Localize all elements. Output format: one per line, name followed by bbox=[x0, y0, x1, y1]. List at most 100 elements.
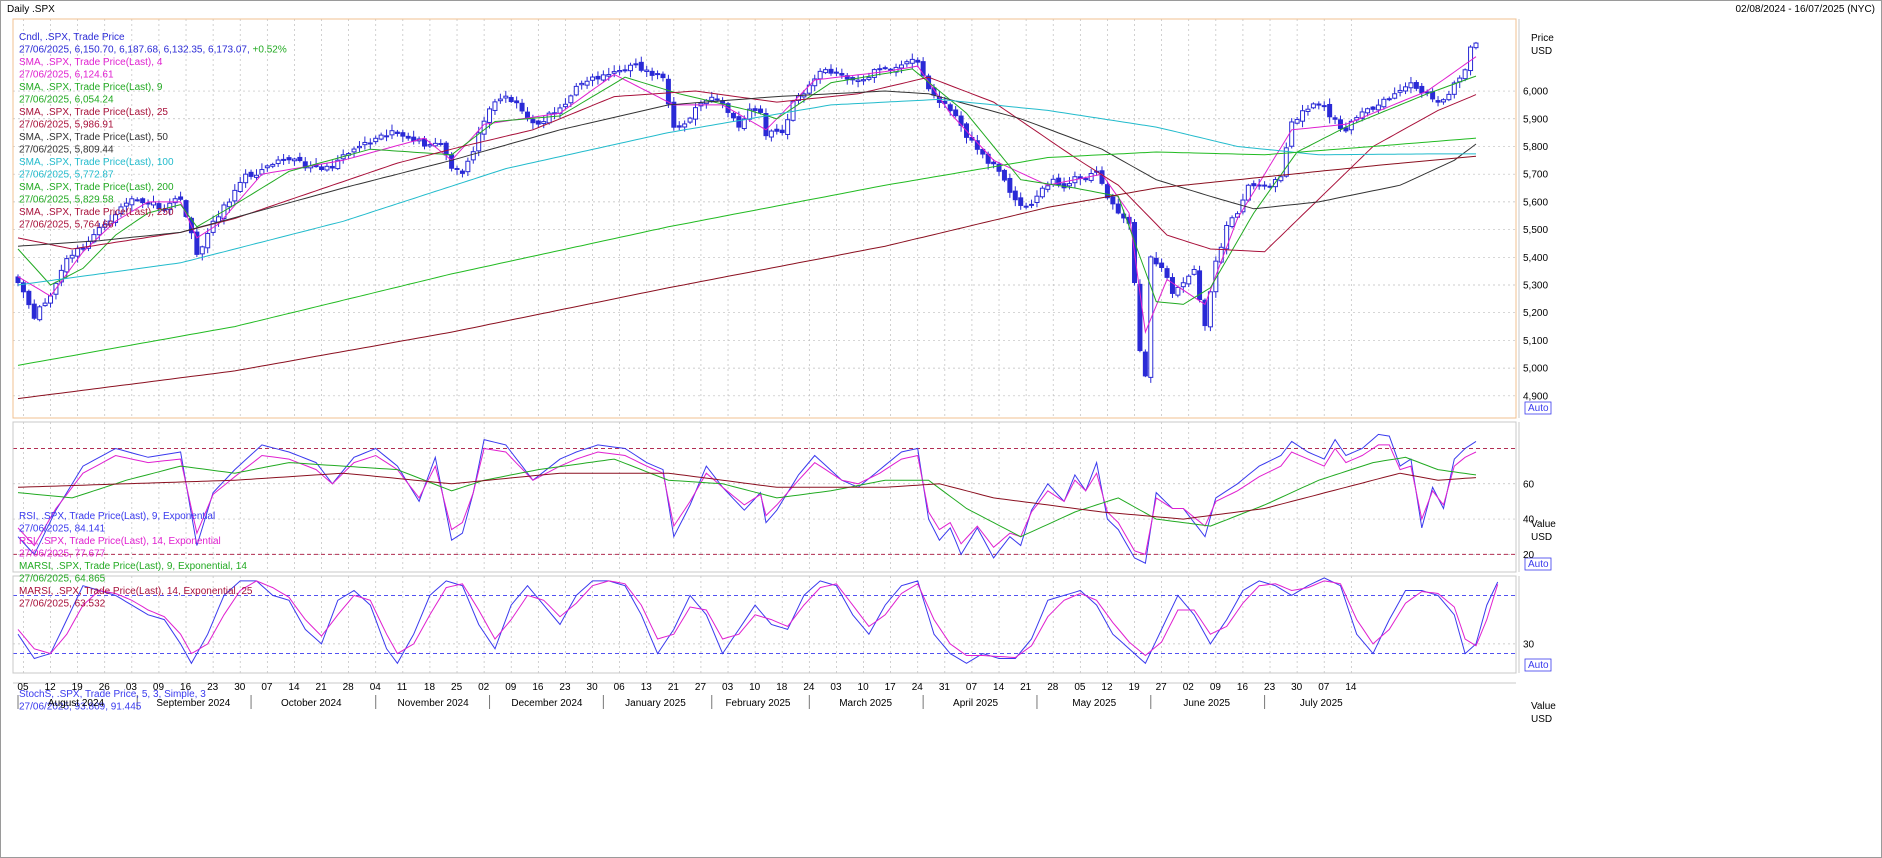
candle-body bbox=[1321, 105, 1327, 108]
x-month-label: May 2025 bbox=[1072, 698, 1116, 709]
candle-body bbox=[1153, 257, 1159, 265]
candle-body bbox=[817, 70, 823, 80]
x-day-tick-label: 16 bbox=[532, 682, 544, 693]
x-day-tick-label: 07 bbox=[1318, 682, 1330, 693]
candle-body bbox=[1039, 187, 1045, 198]
candle-body bbox=[1137, 283, 1143, 352]
candle-body bbox=[226, 201, 232, 208]
candle-body bbox=[1197, 270, 1203, 301]
sma-line bbox=[17, 68, 1477, 305]
price-axis-unit: USD bbox=[1531, 46, 1552, 57]
candle-body bbox=[693, 107, 698, 120]
candle-body bbox=[351, 148, 357, 153]
candle-body bbox=[866, 76, 872, 80]
price-panel-border bbox=[12, 18, 1517, 419]
x-day-tick-label: 24 bbox=[803, 682, 815, 693]
x-day-tick-label: 14 bbox=[1345, 682, 1357, 693]
candle-body bbox=[80, 247, 86, 250]
candle-body bbox=[96, 227, 102, 236]
candle-body bbox=[953, 109, 959, 117]
legend-series-name: MARSI, .SPX, Trade Price(Last), 14, Expo… bbox=[19, 586, 253, 597]
x-day-tick-label: 30 bbox=[587, 682, 599, 693]
candle-body bbox=[1207, 291, 1213, 328]
auto-scale-label: Auto bbox=[1528, 403, 1549, 414]
x-month-label: November 2024 bbox=[398, 698, 470, 709]
auto-scale-box bbox=[1524, 557, 1552, 571]
y-tick-label: 5,400 bbox=[1523, 253, 1548, 264]
auto-scale-label: Auto bbox=[1528, 559, 1549, 570]
candle-body bbox=[75, 248, 81, 257]
candle-body bbox=[1424, 91, 1430, 94]
candle-body bbox=[1251, 183, 1257, 187]
auto-scale-box bbox=[1524, 401, 1552, 415]
auto-scale-box bbox=[1524, 658, 1552, 672]
candle-body bbox=[1343, 127, 1349, 132]
candle-body bbox=[102, 224, 108, 228]
candle-body bbox=[253, 174, 259, 178]
legend-series-value: 27/06/2025, 5,809.44 bbox=[19, 145, 114, 156]
candle-body bbox=[42, 302, 48, 307]
candle-body bbox=[243, 173, 249, 184]
legend-series-name: SMA, .SPX, Trade Price(Last), 9 bbox=[19, 82, 163, 93]
legend-series-value: 27/06/2025, 5,772.87 bbox=[19, 170, 114, 181]
x-day-tick-label: 05 bbox=[1074, 682, 1086, 693]
x-day-tick-label: 03 bbox=[830, 682, 842, 693]
candle-body bbox=[606, 74, 612, 77]
candle-body bbox=[335, 159, 341, 170]
rsi-line bbox=[17, 444, 1477, 556]
candle-body bbox=[1056, 177, 1062, 186]
candle-body bbox=[270, 163, 276, 167]
candle-body bbox=[833, 71, 839, 74]
candle-body bbox=[627, 64, 633, 72]
candle-body bbox=[107, 220, 113, 226]
candle-body bbox=[660, 73, 666, 79]
x-day-tick-label: 27 bbox=[695, 682, 707, 693]
candle-body bbox=[1392, 93, 1398, 99]
candle-body bbox=[1001, 169, 1007, 181]
x-day-tick-label: 02 bbox=[478, 682, 490, 693]
x-month-label: February 2025 bbox=[725, 698, 790, 709]
candle-body bbox=[286, 157, 292, 161]
candle-body bbox=[378, 134, 384, 140]
x-month-label: October 2024 bbox=[281, 698, 342, 709]
candle-body bbox=[459, 170, 465, 174]
rsi-line bbox=[17, 433, 1477, 564]
candle-body bbox=[389, 130, 395, 136]
candle-body bbox=[1083, 178, 1089, 181]
candle-body bbox=[1451, 82, 1457, 95]
candle-body bbox=[508, 97, 514, 103]
candle-body bbox=[644, 69, 650, 72]
candle-body bbox=[1029, 203, 1035, 206]
candle-body bbox=[1294, 119, 1300, 124]
x-day-tick-label: 24 bbox=[912, 682, 924, 693]
date-range: 02/08/2024 - 16/07/2025 (NYC) bbox=[1735, 4, 1875, 15]
panel-frame bbox=[12, 18, 1517, 419]
candle-body bbox=[535, 120, 541, 125]
rsi-line bbox=[17, 456, 1477, 538]
sma-line bbox=[17, 98, 1476, 286]
x-day-tick-label: 26 bbox=[99, 682, 111, 693]
candle-body bbox=[649, 70, 655, 76]
legend-series-name: SMA, .SPX, Trade Price(Last), 50 bbox=[19, 132, 168, 143]
x-day-tick-label: 19 bbox=[72, 682, 84, 693]
x-month-label: August 2024 bbox=[48, 698, 105, 709]
x-day-tick-label: 02 bbox=[1183, 682, 1195, 693]
candle-body bbox=[69, 254, 75, 259]
panel-frame bbox=[12, 575, 1517, 674]
candle-body bbox=[996, 163, 1002, 172]
candle-body bbox=[622, 69, 628, 72]
candle-body bbox=[709, 96, 715, 102]
candle-body bbox=[172, 198, 178, 204]
candle-body bbox=[1007, 177, 1013, 193]
candle-body bbox=[1413, 82, 1419, 89]
candle-body bbox=[1175, 286, 1181, 296]
candle-body bbox=[763, 113, 769, 137]
x-day-tick-label: 13 bbox=[641, 682, 653, 693]
stoch-line bbox=[17, 580, 1499, 659]
x-month-label: September 2024 bbox=[156, 698, 230, 709]
candle-body bbox=[855, 79, 861, 83]
candle-body bbox=[210, 220, 216, 233]
x-day-tick-label: 23 bbox=[559, 682, 571, 693]
y-tick-label: 20 bbox=[1523, 550, 1535, 561]
